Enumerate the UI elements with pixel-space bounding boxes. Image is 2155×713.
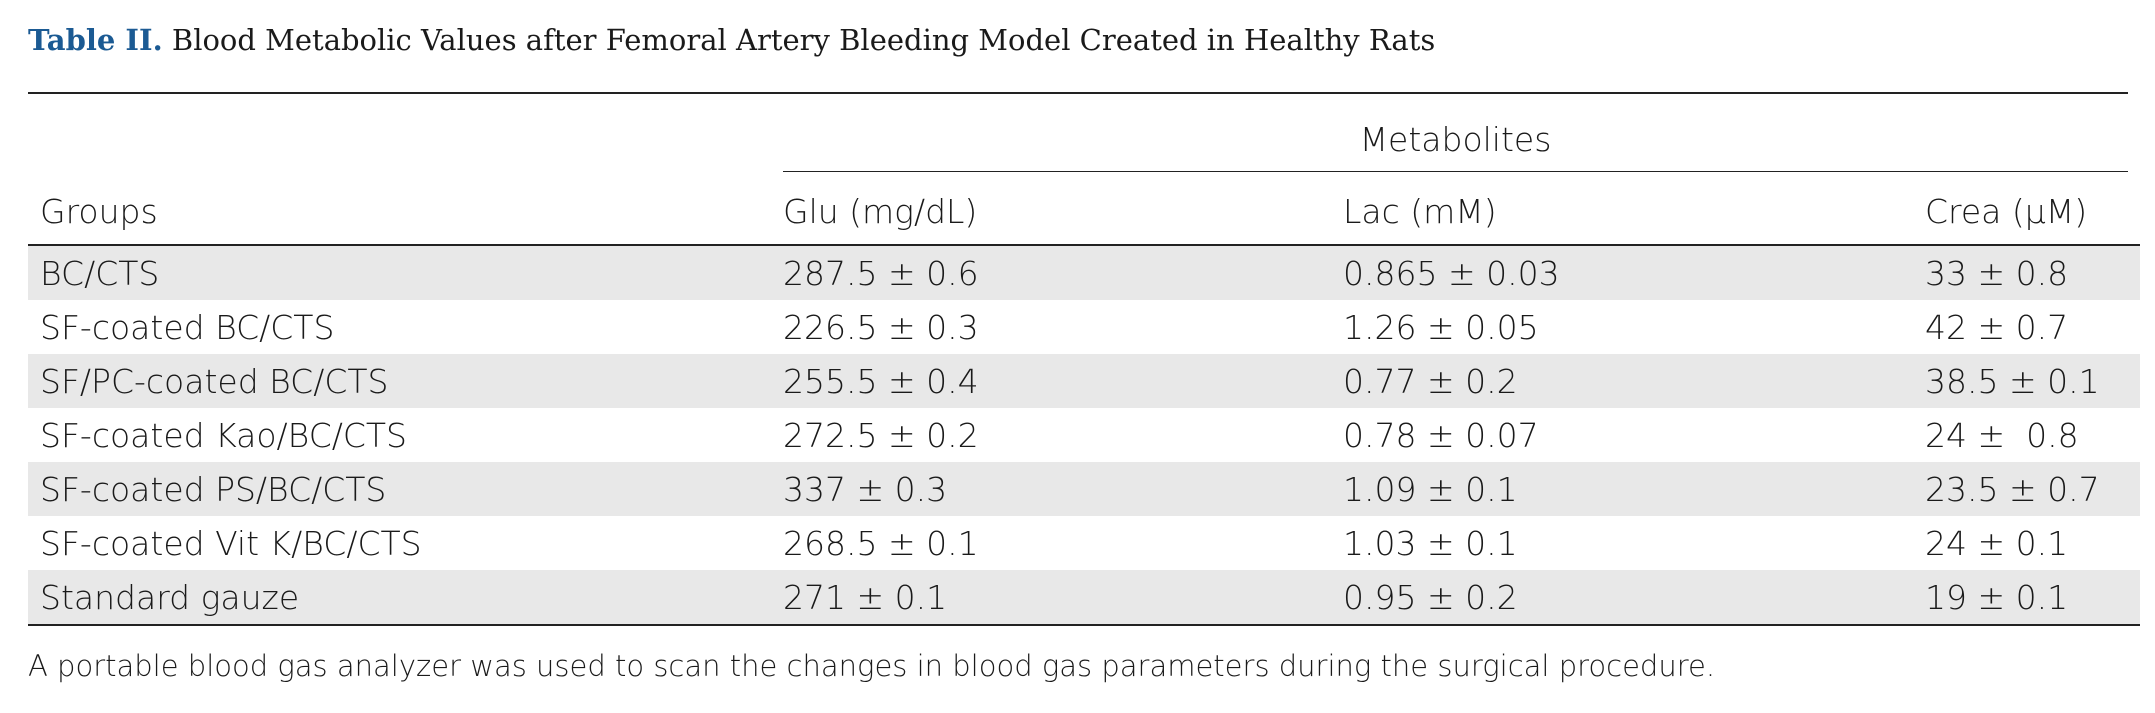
- table-caption: Table II. Blood Metabolic Values after F…: [28, 20, 1435, 60]
- header-row: Groups Glu (mg/dL) Lac (mM) Crea (μM): [28, 178, 2140, 246]
- cell-group: SF-coated Vit K/BC/CTS: [40, 523, 422, 563]
- caption-label: Table II.: [28, 23, 163, 57]
- cell-group: SF-coated PS/BC/CTS: [28, 462, 783, 516]
- caption-title: Blood Metabolic Values after Femoral Art…: [171, 23, 1436, 57]
- cell-group: SF-coated BC/CTS: [40, 307, 335, 347]
- cell-crea: 19 ± 0.1: [1925, 570, 2140, 626]
- column-header-groups: Groups: [28, 178, 783, 246]
- table-row: SF-coated PS/BC/CTS 337 ± 0.3 1.09 ± 0.1…: [28, 462, 2140, 516]
- table-row: SF/PC-coated BC/CTS 255.5 ± 0.4 0.77 ± 0…: [28, 354, 2140, 408]
- table-row: SF-coated BC/CTS 226.5 ± 0.3 1.26 ± 0.05…: [28, 300, 2140, 354]
- column-header-crea: Crea (μM): [1925, 178, 2140, 246]
- spanner-rule: [783, 171, 2128, 172]
- cell-group: BC/CTS: [28, 245, 783, 300]
- cell-crea: 24 ± 0.1: [1925, 523, 2069, 563]
- cell-lac: 0.865 ± 0.03: [1343, 245, 1925, 300]
- cell-lac: 0.95 ± 0.2: [1343, 570, 1925, 626]
- metabolic-values-table: Groups Glu (mg/dL) Lac (mM) Crea (μM) BC…: [28, 178, 2140, 626]
- cell-lac: 1.03 ± 0.1: [1343, 523, 1518, 563]
- metabolites-spanner-header: Metabolites: [1359, 120, 1552, 159]
- cell-lac: 1.26 ± 0.05: [1343, 307, 1539, 347]
- cell-lac: 0.77 ± 0.2: [1343, 354, 1925, 408]
- cell-glu: 337 ± 0.3: [783, 462, 1343, 516]
- top-rule: [28, 92, 2128, 94]
- cell-group: SF/PC-coated BC/CTS: [28, 354, 783, 408]
- column-header-lac: Lac (mM): [1343, 178, 1925, 246]
- table-row: SF-coated Kao/BC/CTS 272.5 ± 0.2 0.78 ± …: [28, 408, 2140, 462]
- table-footnote: A portable blood gas analyzer was used t…: [28, 649, 1716, 683]
- cell-lac: 0.78 ± 0.07: [1343, 415, 1539, 455]
- cell-glu: 272.5 ± 0.2: [783, 415, 979, 455]
- cell-glu: 255.5 ± 0.4: [783, 354, 1343, 408]
- cell-crea: 33 ± 0.8: [1925, 245, 2140, 300]
- table-row: Standard gauze 271 ± 0.1 0.95 ± 0.2 19 ±…: [28, 570, 2140, 626]
- cell-crea: 38.5 ± 0.1: [1925, 354, 2140, 408]
- table-row: SF-coated Vit K/BC/CTS 268.5 ± 0.1 1.03 …: [28, 516, 2140, 570]
- cell-glu: 271 ± 0.1: [783, 570, 1343, 626]
- cell-group: SF-coated Kao/BC/CTS: [40, 415, 407, 455]
- cell-lac: 1.09 ± 0.1: [1343, 462, 1925, 516]
- column-header-glu: Glu (mg/dL): [783, 178, 1343, 246]
- table-row: BC/CTS 287.5 ± 0.6 0.865 ± 0.03 33 ± 0.8: [28, 245, 2140, 300]
- cell-crea: 23.5 ± 0.7: [1925, 462, 2140, 516]
- cell-crea: 24 ± 0.8: [1925, 415, 2079, 455]
- cell-glu: 226.5 ± 0.3: [783, 307, 979, 347]
- cell-group: Standard gauze: [28, 570, 783, 626]
- cell-glu: 268.5 ± 0.1: [783, 523, 979, 563]
- cell-crea: 42 ± 0.7: [1925, 307, 2069, 347]
- cell-glu: 287.5 ± 0.6: [783, 245, 1343, 300]
